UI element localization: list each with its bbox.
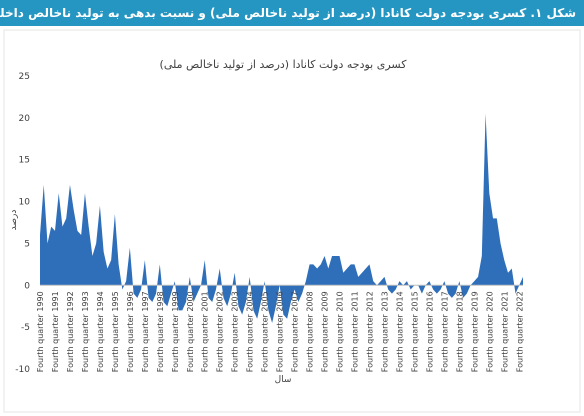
x-tick-label: Fourth quarter 2017 [440,291,449,372]
x-tick-label: Fourth quarter 2015 [410,291,419,372]
x-tick-label: Fourth quarter 2005 [261,291,270,372]
x-tick-label: Fourth quarter 1996 [126,291,135,372]
x-tick-label: Fourth quarter 2000 [186,291,195,372]
chart-frame [3,29,581,413]
x-tick-label: Fourth quarter 2011 [351,291,360,372]
x-tick-label: Fourth quarter 2010 [336,291,345,372]
x-tick-label: Fourth quarter 2019 [470,291,479,372]
x-tick-label: Fourth quarter 2001 [201,291,210,372]
x-tick-label: Fourth quarter 1993 [81,291,90,372]
x-tick-label: Fourth quarter 2016 [425,291,434,372]
x-tick-label: Fourth quarter 2014 [395,291,404,372]
x-tick-label: Fourth quarter 1994 [96,291,105,372]
y-tick-label: 15 [19,156,30,166]
x-tick-label: Fourth quarter 1992 [66,291,75,372]
x-axis-label: سال [275,375,292,385]
y-tick-label: 10 [19,198,31,208]
y-tick-label: 5 [24,239,30,249]
x-tick-label: Fourth quarter 2012 [365,291,374,372]
x-tick-label: Fourth quarter 2002 [216,291,225,372]
x-tick-label: Fourth quarter 2004 [246,291,255,372]
y-axis-label: درصد [9,210,19,231]
x-tick-label: Fourth quarter 2013 [380,291,389,372]
x-tick-label: Fourth quarter 1999 [171,291,180,372]
x-tick-label: Fourth quarter 1997 [141,291,150,372]
y-tick-label: 0 [24,281,30,291]
x-tick-label: Fourth quarter 2006 [276,291,285,372]
x-tick-label: Fourth quarter 1991 [51,291,60,372]
x-tick-label: Fourth quarter 1998 [156,291,165,372]
x-tick-label: Fourth quarter 1990 [36,291,45,372]
x-tick-label: Fourth quarter 2020 [485,291,494,372]
x-tick-label: Fourth quarter 2018 [455,291,464,372]
y-tick-label: 25 [19,72,30,82]
chart-title: کسری بودجه دولت کانادا (درصد از تولید نا… [160,58,408,71]
y-tick-label: -5 [21,323,30,333]
x-tick-label: Fourth quarter 2022 [515,291,524,372]
y-tick-label: -10 [15,365,30,375]
x-tick-label: Fourth quarter 2003 [231,291,240,372]
x-tick-label: Fourth quarter 2008 [306,291,315,372]
chart: کسری بودجه دولت کانادا (درصد از تولید نا… [3,29,581,413]
y-tick-label: 20 [19,114,31,124]
x-tick-label: Fourth quarter 1995 [111,291,120,372]
figure-caption: شکل ۱. کسری بودجه دولت کانادا (درصد از ت… [0,0,584,26]
x-tick-label: Fourth quarter 2007 [291,291,300,372]
x-tick-label: Fourth quarter 2009 [321,291,330,372]
x-tick-label: Fourth quarter 2021 [500,291,509,372]
